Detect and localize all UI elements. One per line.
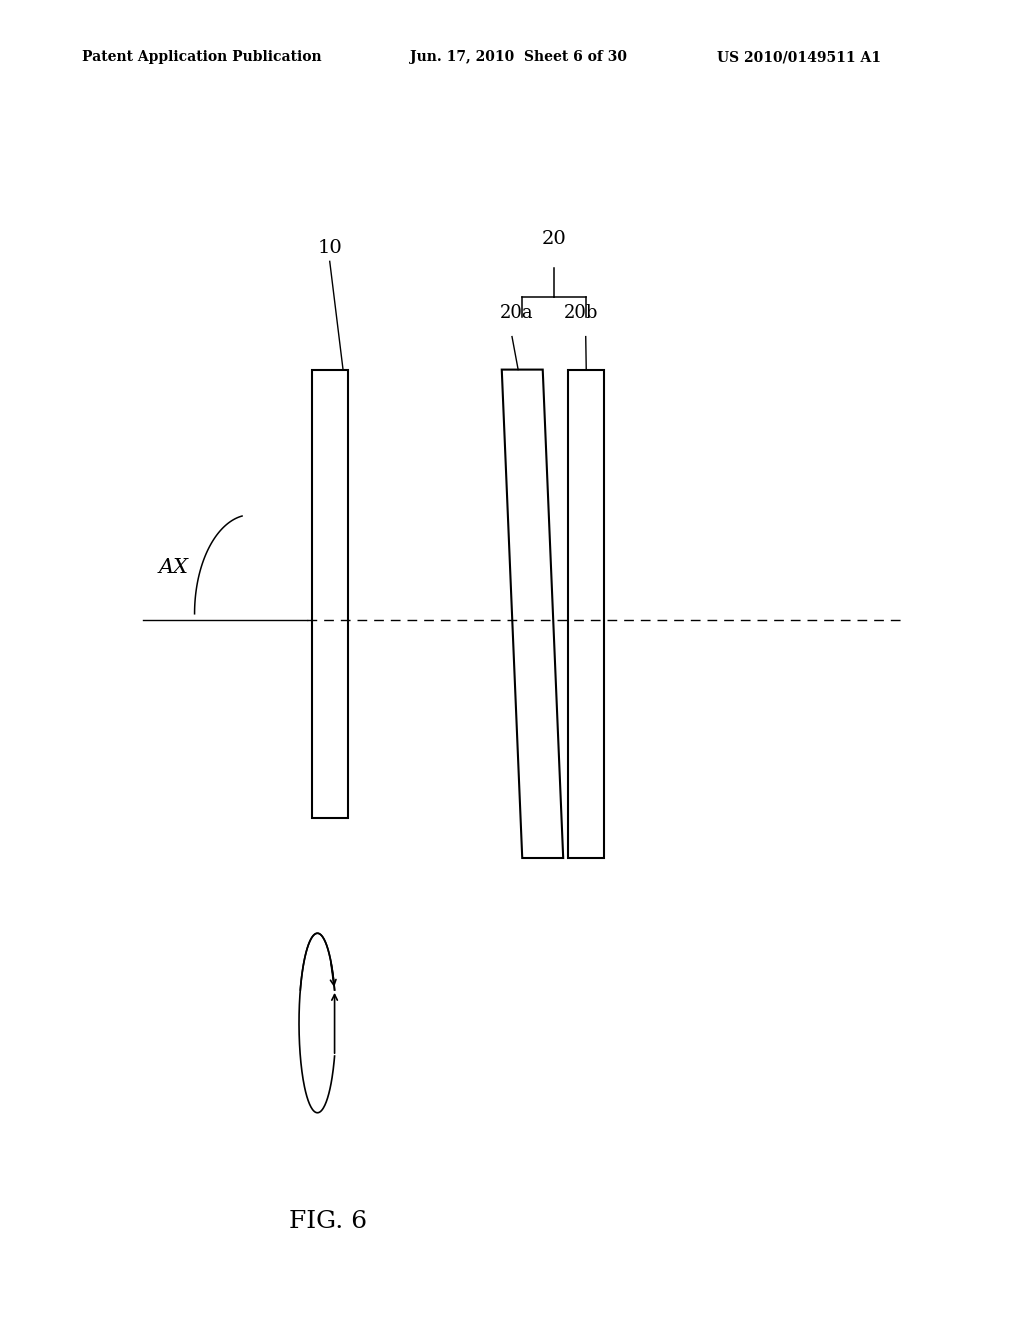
Text: US 2010/0149511 A1: US 2010/0149511 A1 <box>717 50 881 65</box>
Polygon shape <box>312 370 348 818</box>
Polygon shape <box>568 370 604 858</box>
Text: 10: 10 <box>317 239 342 257</box>
Text: 20: 20 <box>542 230 566 248</box>
Text: AX: AX <box>159 558 188 577</box>
Text: FIG. 6: FIG. 6 <box>289 1209 367 1233</box>
Polygon shape <box>502 370 563 858</box>
Text: 20b: 20b <box>563 304 598 322</box>
Text: 20a: 20a <box>501 304 534 322</box>
Text: Patent Application Publication: Patent Application Publication <box>82 50 322 65</box>
Text: Jun. 17, 2010  Sheet 6 of 30: Jun. 17, 2010 Sheet 6 of 30 <box>410 50 627 65</box>
